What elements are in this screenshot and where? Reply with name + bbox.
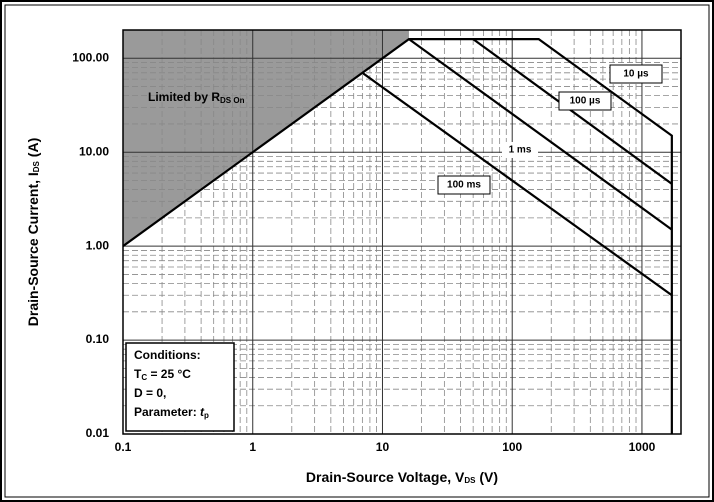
conditions-part: D = 0,	[134, 386, 166, 400]
y-tick-label: 10.00	[79, 144, 109, 158]
region-label-part: Limited by R	[148, 90, 220, 104]
conditions-part: Parameter:	[134, 405, 200, 419]
region-label-part: DS On	[220, 96, 245, 105]
y-tick-label: 0.01	[86, 426, 110, 440]
y-axis-label: Drain-Source Current, IDS (A)	[25, 138, 41, 326]
x-tick-label: 100	[502, 440, 522, 454]
y-axis-label-part: (A)	[25, 138, 41, 161]
conditions-box	[125, 342, 235, 432]
label-box	[558, 91, 612, 111]
y-axis-label-part: DS	[32, 160, 41, 172]
y-tick-label: 0.10	[86, 332, 110, 346]
conditions-part: C	[141, 373, 147, 382]
series-label: 100 ms	[447, 180, 481, 191]
conditions-part: Conditions:	[134, 348, 201, 362]
x-axis-label-part: DS	[464, 476, 476, 485]
series-label: 10 µs	[623, 69, 649, 80]
soa-line	[122, 38, 673, 434]
x-axis-label-part: (V)	[476, 469, 499, 485]
soa-line	[472, 38, 673, 185]
series-label: 1 ms	[509, 145, 532, 156]
label-box	[437, 175, 491, 195]
label-box	[609, 64, 663, 84]
x-axis-label: Drain-Source Voltage, VDS (V)	[306, 469, 498, 485]
conditions-part: T	[134, 367, 142, 381]
soa-line	[408, 38, 673, 231]
inner-frame	[4, 4, 710, 498]
conditions-line: D = 0,	[134, 386, 166, 400]
conditions-part: p	[204, 411, 209, 420]
x-tick-label: 10	[376, 440, 390, 454]
x-tick-label: 0.1	[115, 440, 132, 454]
rds-region	[123, 30, 409, 247]
x-tick-label: 1000	[629, 440, 656, 454]
conditions-part: t	[200, 405, 205, 419]
conditions-part: = 25 °C	[147, 367, 191, 381]
conditions-line: Parameter: tp	[134, 405, 209, 420]
region-label: Limited by RDS On	[148, 90, 245, 105]
y-tick-label: 1.00	[86, 238, 110, 252]
soa-line	[361, 71, 673, 297]
conditions-line: Conditions:	[134, 348, 201, 362]
y-axis-label-part: Drain-Source Current, I	[25, 172, 41, 326]
series-label: 100 µs	[570, 96, 601, 107]
y-tick-label: 100.00	[72, 50, 109, 64]
conditions-line: TC = 25 °C	[134, 367, 191, 382]
plot-border	[122, 29, 682, 435]
x-axis-label-part: Drain-Source Voltage, V	[306, 469, 465, 485]
x-tick-label: 1	[249, 440, 256, 454]
label-box	[502, 142, 538, 158]
